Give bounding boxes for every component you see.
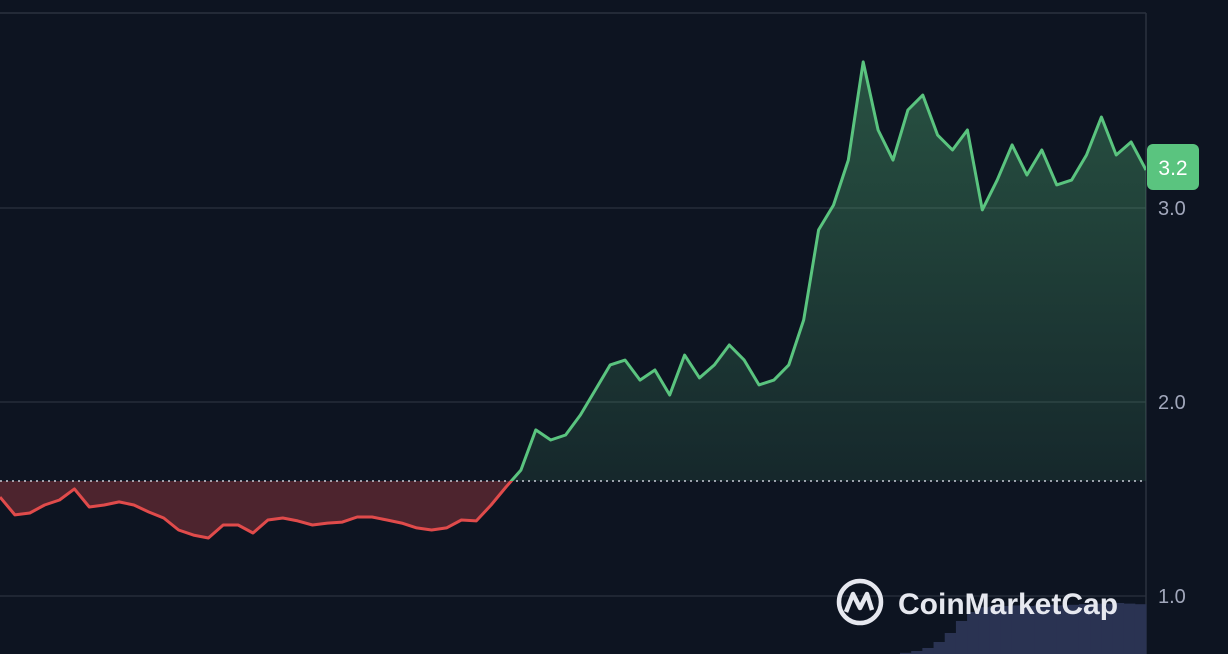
volume-bar [1067, 604, 1080, 654]
y-tick-label: 2.0 [1158, 392, 1186, 414]
coinmarketcap-logo: CoinMarketCap [836, 578, 1118, 626]
volume-bar [944, 633, 957, 654]
price-line-up [509, 60, 1146, 481]
volume-bar [911, 651, 923, 654]
volume-bar [1011, 605, 1024, 654]
area-fill-up [0, 61, 1146, 481]
volume-bar [1034, 605, 1046, 654]
volume-bar [989, 606, 1002, 654]
price-line-down [0, 480, 514, 540]
area-fill-down [0, 480, 512, 538]
y-tick-label: 1.0 [1158, 586, 1186, 608]
volume-bar [967, 612, 979, 654]
volume-bar [955, 621, 968, 654]
volume-bar [1090, 603, 1102, 654]
volume-bar [922, 648, 935, 654]
volume-bar [1000, 606, 1013, 654]
volume-bar [900, 652, 912, 654]
volume-bar [1134, 604, 1147, 654]
volume-bar [1045, 604, 1058, 654]
volume-bar [1112, 603, 1125, 654]
y-tick-label: 3.0 [1158, 198, 1186, 220]
volume-bar [1101, 603, 1113, 654]
volume-bar [1056, 605, 1069, 654]
volume-bar [1123, 603, 1136, 654]
volume-bar [933, 642, 946, 654]
volume-bar [1023, 606, 1035, 654]
current-price-label: 3.2 [1158, 157, 1187, 180]
watermark-text: CoinMarketCap [898, 588, 1118, 621]
volume-bar [978, 607, 990, 654]
volume-bar [1078, 604, 1091, 654]
current-price-badge [1147, 143, 1199, 190]
